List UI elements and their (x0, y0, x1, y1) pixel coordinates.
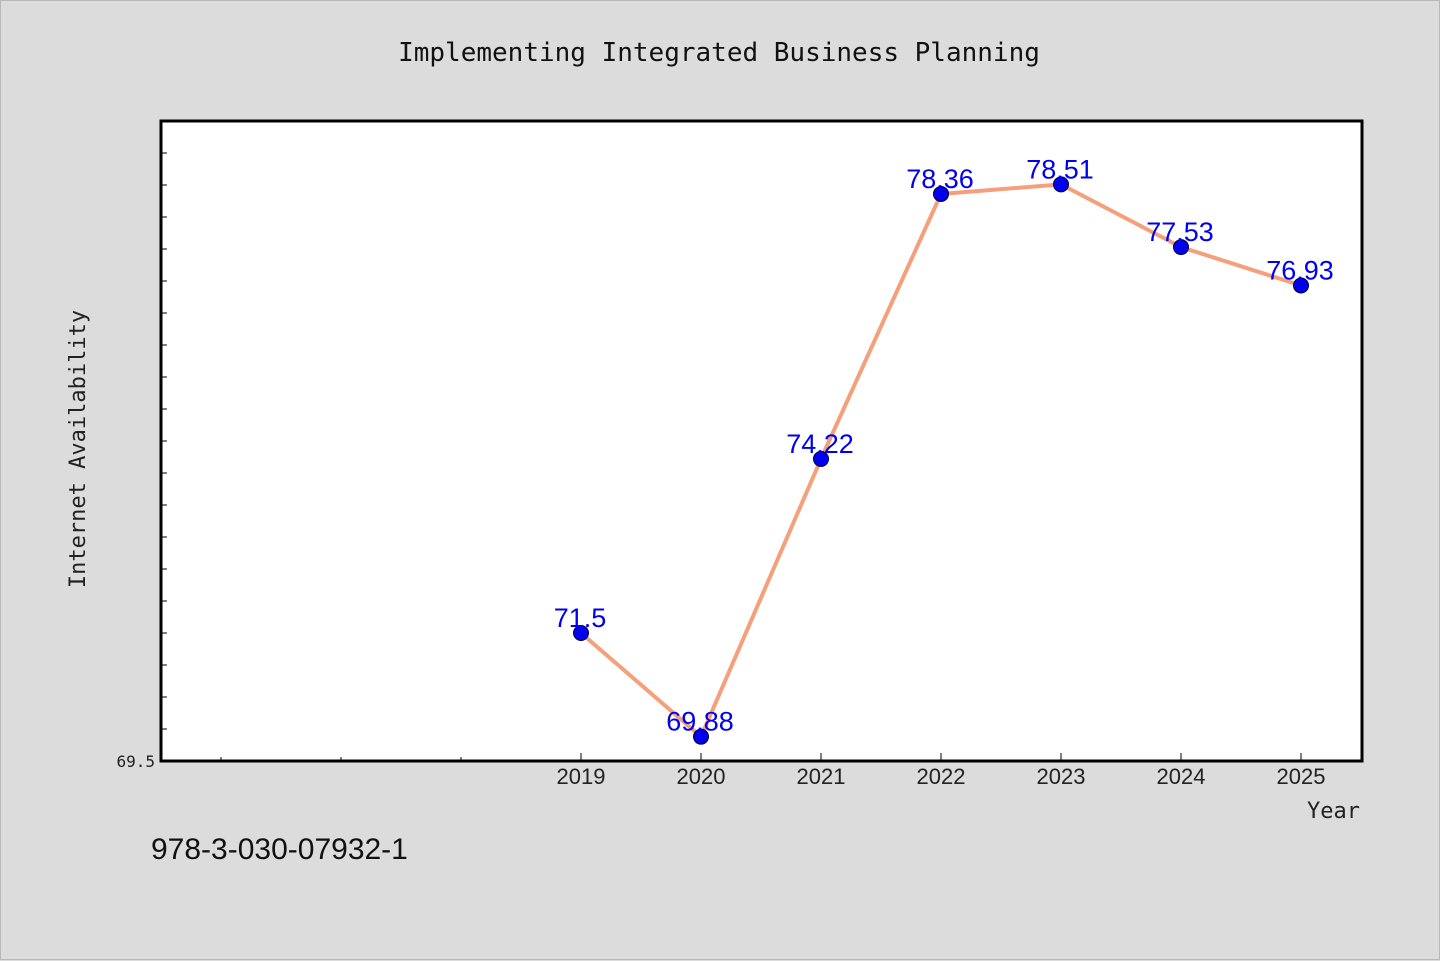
x-tick-label: 2020 (677, 764, 726, 789)
data-point (933, 185, 949, 202)
x-axis-ticks: 2019 2020 2021 2022 2023 2024 2025 (220, 753, 1326, 789)
data-point (693, 728, 709, 745)
x-tick-label: 2022 (917, 764, 966, 789)
plot-area (159, 119, 1364, 763)
chart-title: Implementing Integrated Business Plannin… (398, 38, 1040, 68)
data-label: 69.88 (666, 707, 734, 737)
footer-text: 978-3-030-07932-1 (151, 833, 408, 866)
x-axis-label: Year (1307, 799, 1360, 824)
data-label: 76.93 (1266, 255, 1334, 285)
data-point (1173, 239, 1189, 256)
data-point (813, 450, 829, 467)
data-point (1053, 176, 1069, 193)
x-tick-label: 2021 (797, 764, 846, 789)
data-point (573, 625, 589, 641)
series-group: 71.5 69.88 74.22 78.36 78.51 77.53 76.93 (554, 154, 1334, 745)
y-tick-label: 69.5 (116, 752, 155, 771)
data-label: 77.53 (1146, 217, 1214, 247)
data-point (1293, 277, 1309, 294)
data-label: 74.22 (786, 429, 854, 459)
data-label: 78.51 (1026, 154, 1094, 184)
data-label: 71.5 (554, 603, 607, 633)
data-label: 78.36 (906, 164, 974, 194)
x-tick-label: 2019 (557, 764, 606, 789)
y-axis-label: Internet Availability (66, 310, 91, 588)
x-tick-label: 2025 (1277, 764, 1326, 789)
y-axis-ticks: 69.5 (116, 120, 167, 771)
x-tick-label: 2023 (1037, 764, 1086, 789)
x-tick-label: 2024 (1157, 764, 1206, 789)
